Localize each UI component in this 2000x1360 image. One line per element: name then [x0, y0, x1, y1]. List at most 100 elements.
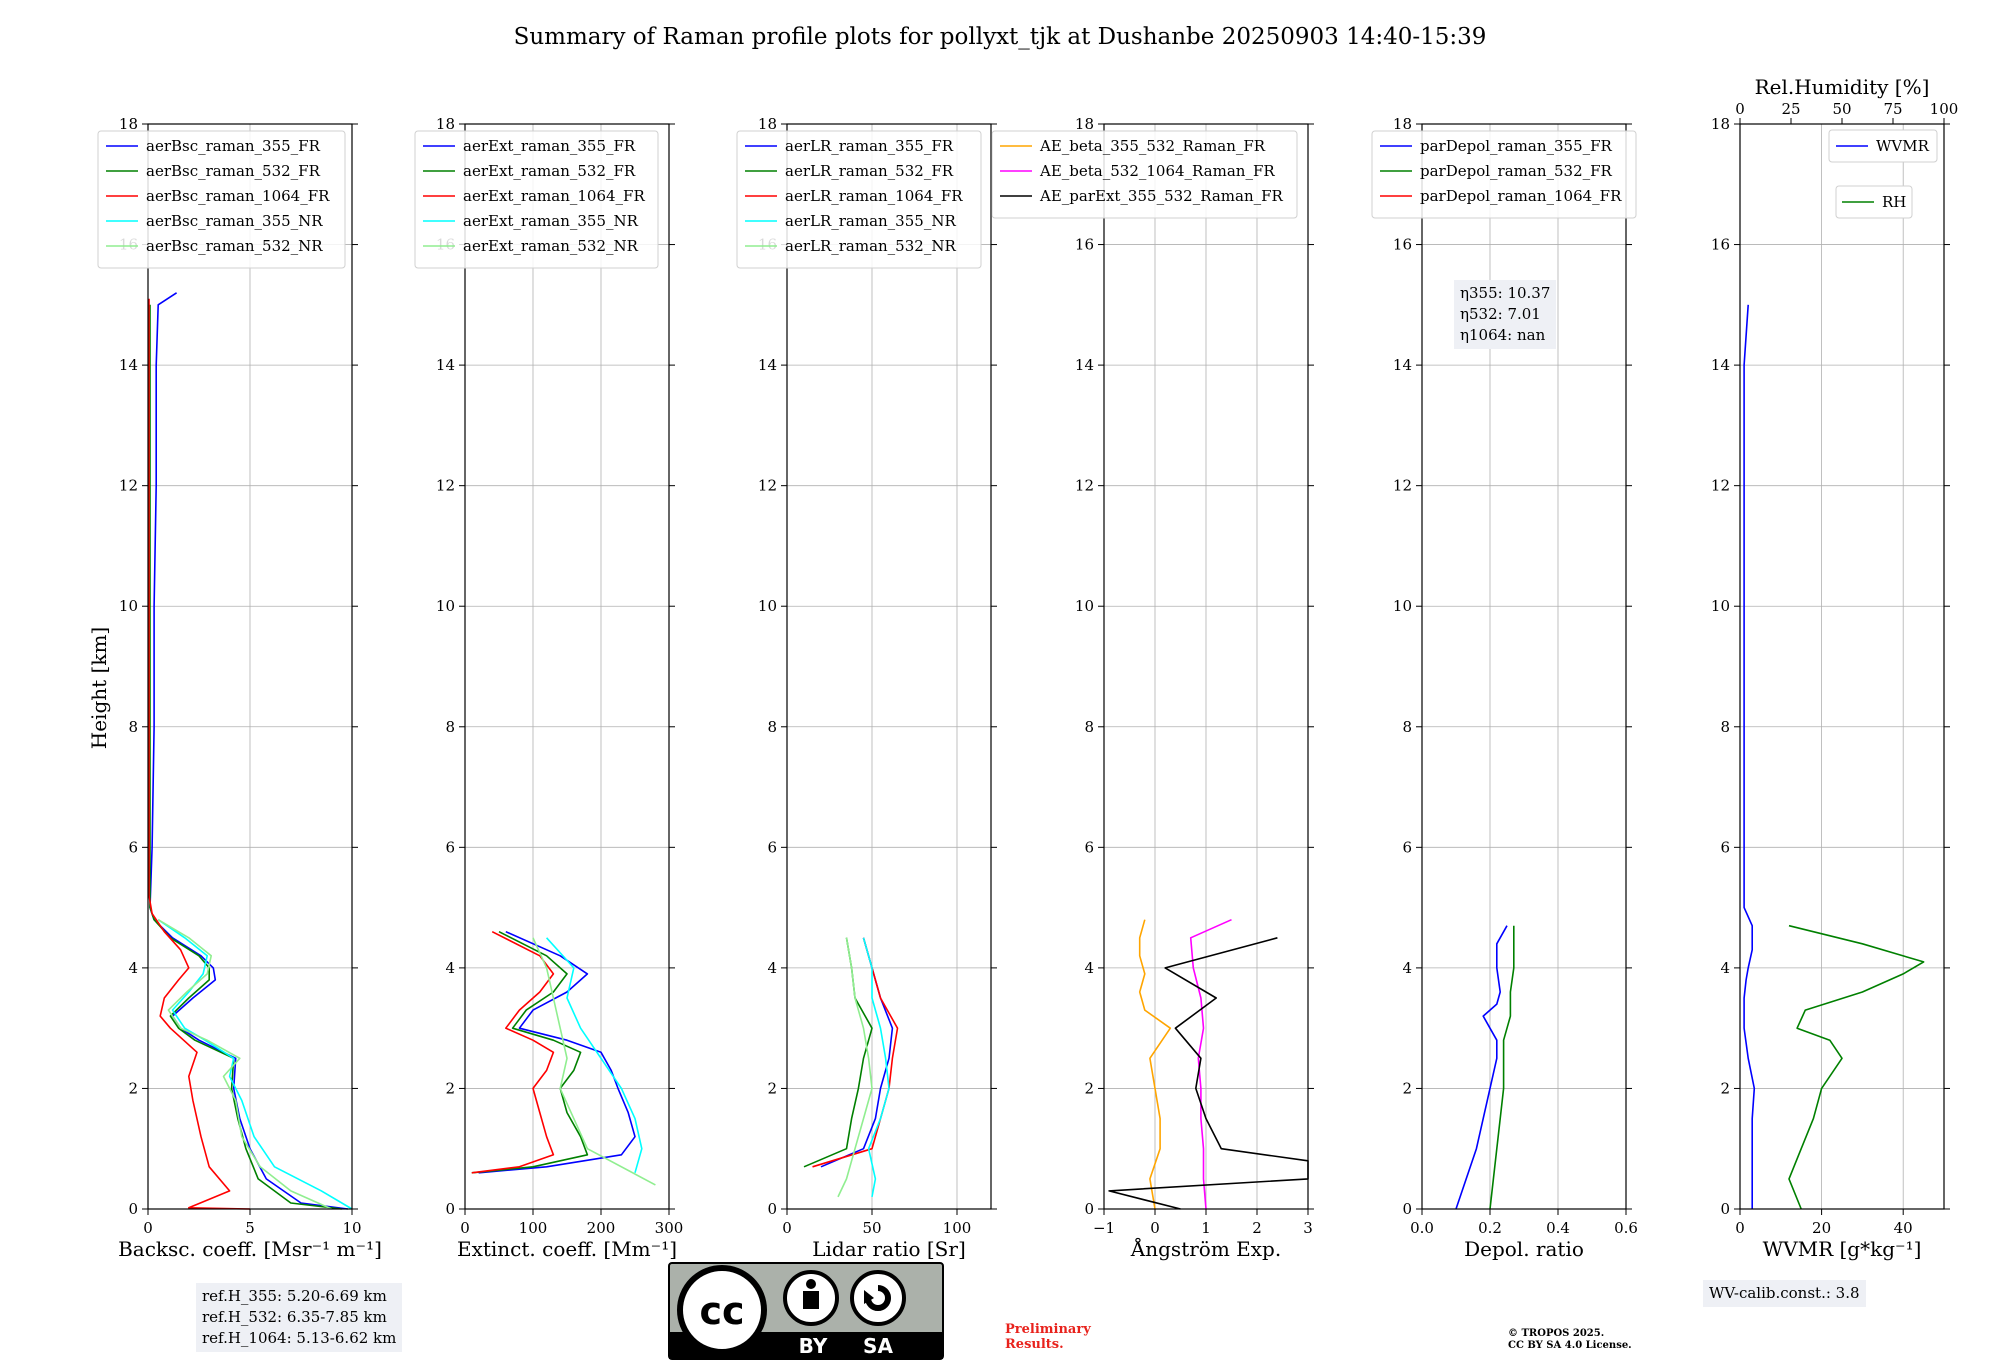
legend-label: aerExt_raman_355_NR: [463, 212, 639, 230]
x-axis-label: Depol. ratio: [1464, 1237, 1584, 1261]
y-tick-label: 4: [1720, 959, 1730, 977]
legend-label: aerBsc_raman_355_NR: [146, 212, 323, 230]
y-tick-label: 4: [445, 959, 455, 977]
y-tick-label: 10: [1393, 597, 1412, 615]
x-tick-label: 1: [1201, 1219, 1211, 1237]
y-tick-label: 16: [1711, 236, 1730, 254]
y-tick-label: 14: [1075, 356, 1094, 374]
y-tick-label: 18: [1711, 115, 1730, 133]
x-axis-label: WVMR [g*kg⁻¹]: [1763, 1237, 1922, 1261]
y-tick-label: 8: [1402, 718, 1412, 736]
x-tick-label: 3: [1303, 1219, 1313, 1237]
legend-wvmr: WVMR RH: [1828, 129, 1938, 219]
y-tick-label: 10: [758, 597, 777, 615]
y-tick-label: 2: [1084, 1079, 1094, 1097]
x-tick-label: 0.0: [1410, 1219, 1434, 1237]
y-tick-label: 14: [436, 356, 455, 374]
y-tick-label: 18: [1075, 115, 1094, 133]
eta-532: η532: 7.01: [1460, 305, 1541, 323]
y-tick-label: 12: [1711, 477, 1730, 495]
panel-depol: 0.0 0.2 0.4 0.6 0 2 4 6 8 10 12 14 16 18 Depol. ratio p…: [1371, 115, 1638, 1261]
y-tick-label: 18: [119, 115, 138, 133]
copyright-line-2: CC BY SA 4.0 License.: [1508, 1340, 1632, 1351]
legend-label: parDepol_raman_355_FR: [1420, 137, 1613, 155]
x-axis-label: Lidar ratio [Sr]: [812, 1237, 966, 1261]
ref-height-1064: ref.H_1064: 5.13-6.62 km: [202, 1329, 397, 1347]
y-tick-label: 0: [767, 1200, 777, 1218]
x-tick-label: 0.4: [1546, 1219, 1570, 1237]
x-tick-label: 0: [143, 1219, 153, 1237]
copyright-line-1: © TROPOS 2025.: [1508, 1328, 1605, 1339]
top-x-tick-label: 50: [1832, 100, 1851, 118]
ref-height-355: ref.H_355: 5.20-6.69 km: [202, 1287, 387, 1305]
x-tick-label: 20: [1812, 1219, 1831, 1237]
y-tick-label: 10: [1075, 597, 1094, 615]
y-tick-label: 6: [445, 838, 455, 856]
top-x-tick-label: 25: [1781, 100, 1800, 118]
series-line-aerBsc_raman_532_FR: [149, 304, 342, 1210]
legend-label: aerBsc_raman_355_FR: [146, 137, 321, 155]
legend-extinction: aerExt_raman_355_FR aerExt_raman_532_FRae…: [414, 130, 659, 269]
series-line-aerLR_raman_532_NR: [837, 937, 873, 1198]
sa-label: SA: [863, 1334, 893, 1358]
legend-label: RH: [1882, 193, 1906, 211]
series-line-parDepol_raman_355_FR: [1455, 925, 1508, 1210]
y-tick-label: 10: [119, 597, 138, 615]
x-tick-label: 2: [1252, 1219, 1262, 1237]
y-tick-label: 8: [445, 718, 455, 736]
y-tick-label: 14: [1393, 356, 1412, 374]
legend-label: aerBsc_raman_1064_FR: [146, 187, 330, 205]
top-x-axis-label: Rel.Humidity [%]: [1755, 75, 1930, 99]
y-tick-label: 8: [128, 718, 138, 736]
y-tick-label: 14: [119, 356, 138, 374]
panel-extinction: 0100200300024681012141618Extinct. coeff.…: [414, 115, 683, 1261]
eta-1064: η1064: nan: [1460, 326, 1546, 344]
x-axis-label: Backsc. coeff. [Msr⁻¹ m⁻¹]: [118, 1237, 382, 1261]
legend-label: AE_beta_355_532_Raman_FR: [1039, 137, 1266, 155]
series-line-aerBsc_raman_1064_FR: [148, 298, 251, 1210]
legend-label: aerLR_raman_532_NR: [785, 237, 956, 255]
ref-height-532: ref.H_532: 6.35-7.85 km: [202, 1308, 387, 1326]
top-x-tick-label: 75: [1883, 100, 1902, 118]
y-tick-label: 2: [1402, 1079, 1412, 1097]
legend-label: parDepol_raman_532_FR: [1420, 162, 1613, 180]
series-line-aerLR_raman_355_NR: [862, 937, 890, 1198]
y-tick-label: 6: [1084, 838, 1094, 856]
eta-355: η355: 10.37: [1460, 284, 1551, 302]
x-tick-label: 0: [1150, 1219, 1160, 1237]
top-x-tick-label: 0: [1735, 100, 1745, 118]
series-line-AE_beta_532_1064_Raman_FR: [1189, 918, 1232, 1210]
y-axis-label: Height [km]: [87, 627, 111, 749]
legend-label: aerExt_raman_1064_FR: [463, 187, 645, 205]
y-tick-label: 12: [758, 477, 777, 495]
series-line-AE_parExt_355_532_Raman_FR: [1108, 937, 1309, 1210]
legend-label: parDepol_raman_1064_FR: [1420, 187, 1622, 205]
series-line-RH: [1788, 924, 1925, 1210]
y-tick-label: 0: [1402, 1200, 1412, 1218]
legend-label: aerBsc_raman_532_FR: [146, 162, 321, 180]
figure-title: Summary of Raman profile plots for polly…: [514, 24, 1487, 50]
x-tick-label: 0.2: [1478, 1219, 1502, 1237]
panel-wvmr: 0 20 40 0 2 4 6 8 10 12 14 16 18 WVMR [g*kg⁻¹] 0 25 50 75…: [1711, 75, 1958, 1261]
y-tick-label: 18: [1393, 115, 1412, 133]
share-alike-icon: [850, 1270, 906, 1326]
legend-label: aerLR_raman_1064_FR: [785, 187, 963, 205]
cc-icon: [677, 1265, 767, 1355]
series-line-aerExt_raman_532_FR: [471, 930, 589, 1174]
y-tick-label: 0: [1720, 1200, 1730, 1218]
y-tick-label: 8: [1720, 718, 1730, 736]
series-line-aerLR_raman_1064_FR: [812, 937, 899, 1168]
x-tick-label: 0.6: [1614, 1219, 1638, 1237]
x-tick-label: −1: [1093, 1219, 1115, 1237]
x-tick-label: 100: [519, 1219, 548, 1237]
cc-by-sa-badge: cc BY SA: [668, 1262, 944, 1360]
panel-backscatter: 0510024681012141618Backsc. coeff. [Msr⁻¹…: [97, 115, 382, 1261]
legend-label: aerLR_raman_532_FR: [785, 162, 954, 180]
legend-label: aerBsc_raman_532_NR: [146, 237, 323, 255]
legend-label: AE_beta_532_1064_Raman_FR: [1039, 162, 1275, 180]
axes-frame: [464, 123, 670, 1210]
y-tick-label: 18: [436, 115, 455, 133]
y-tick-label: 16: [1075, 236, 1094, 254]
cc-label: cc: [699, 1289, 744, 1333]
